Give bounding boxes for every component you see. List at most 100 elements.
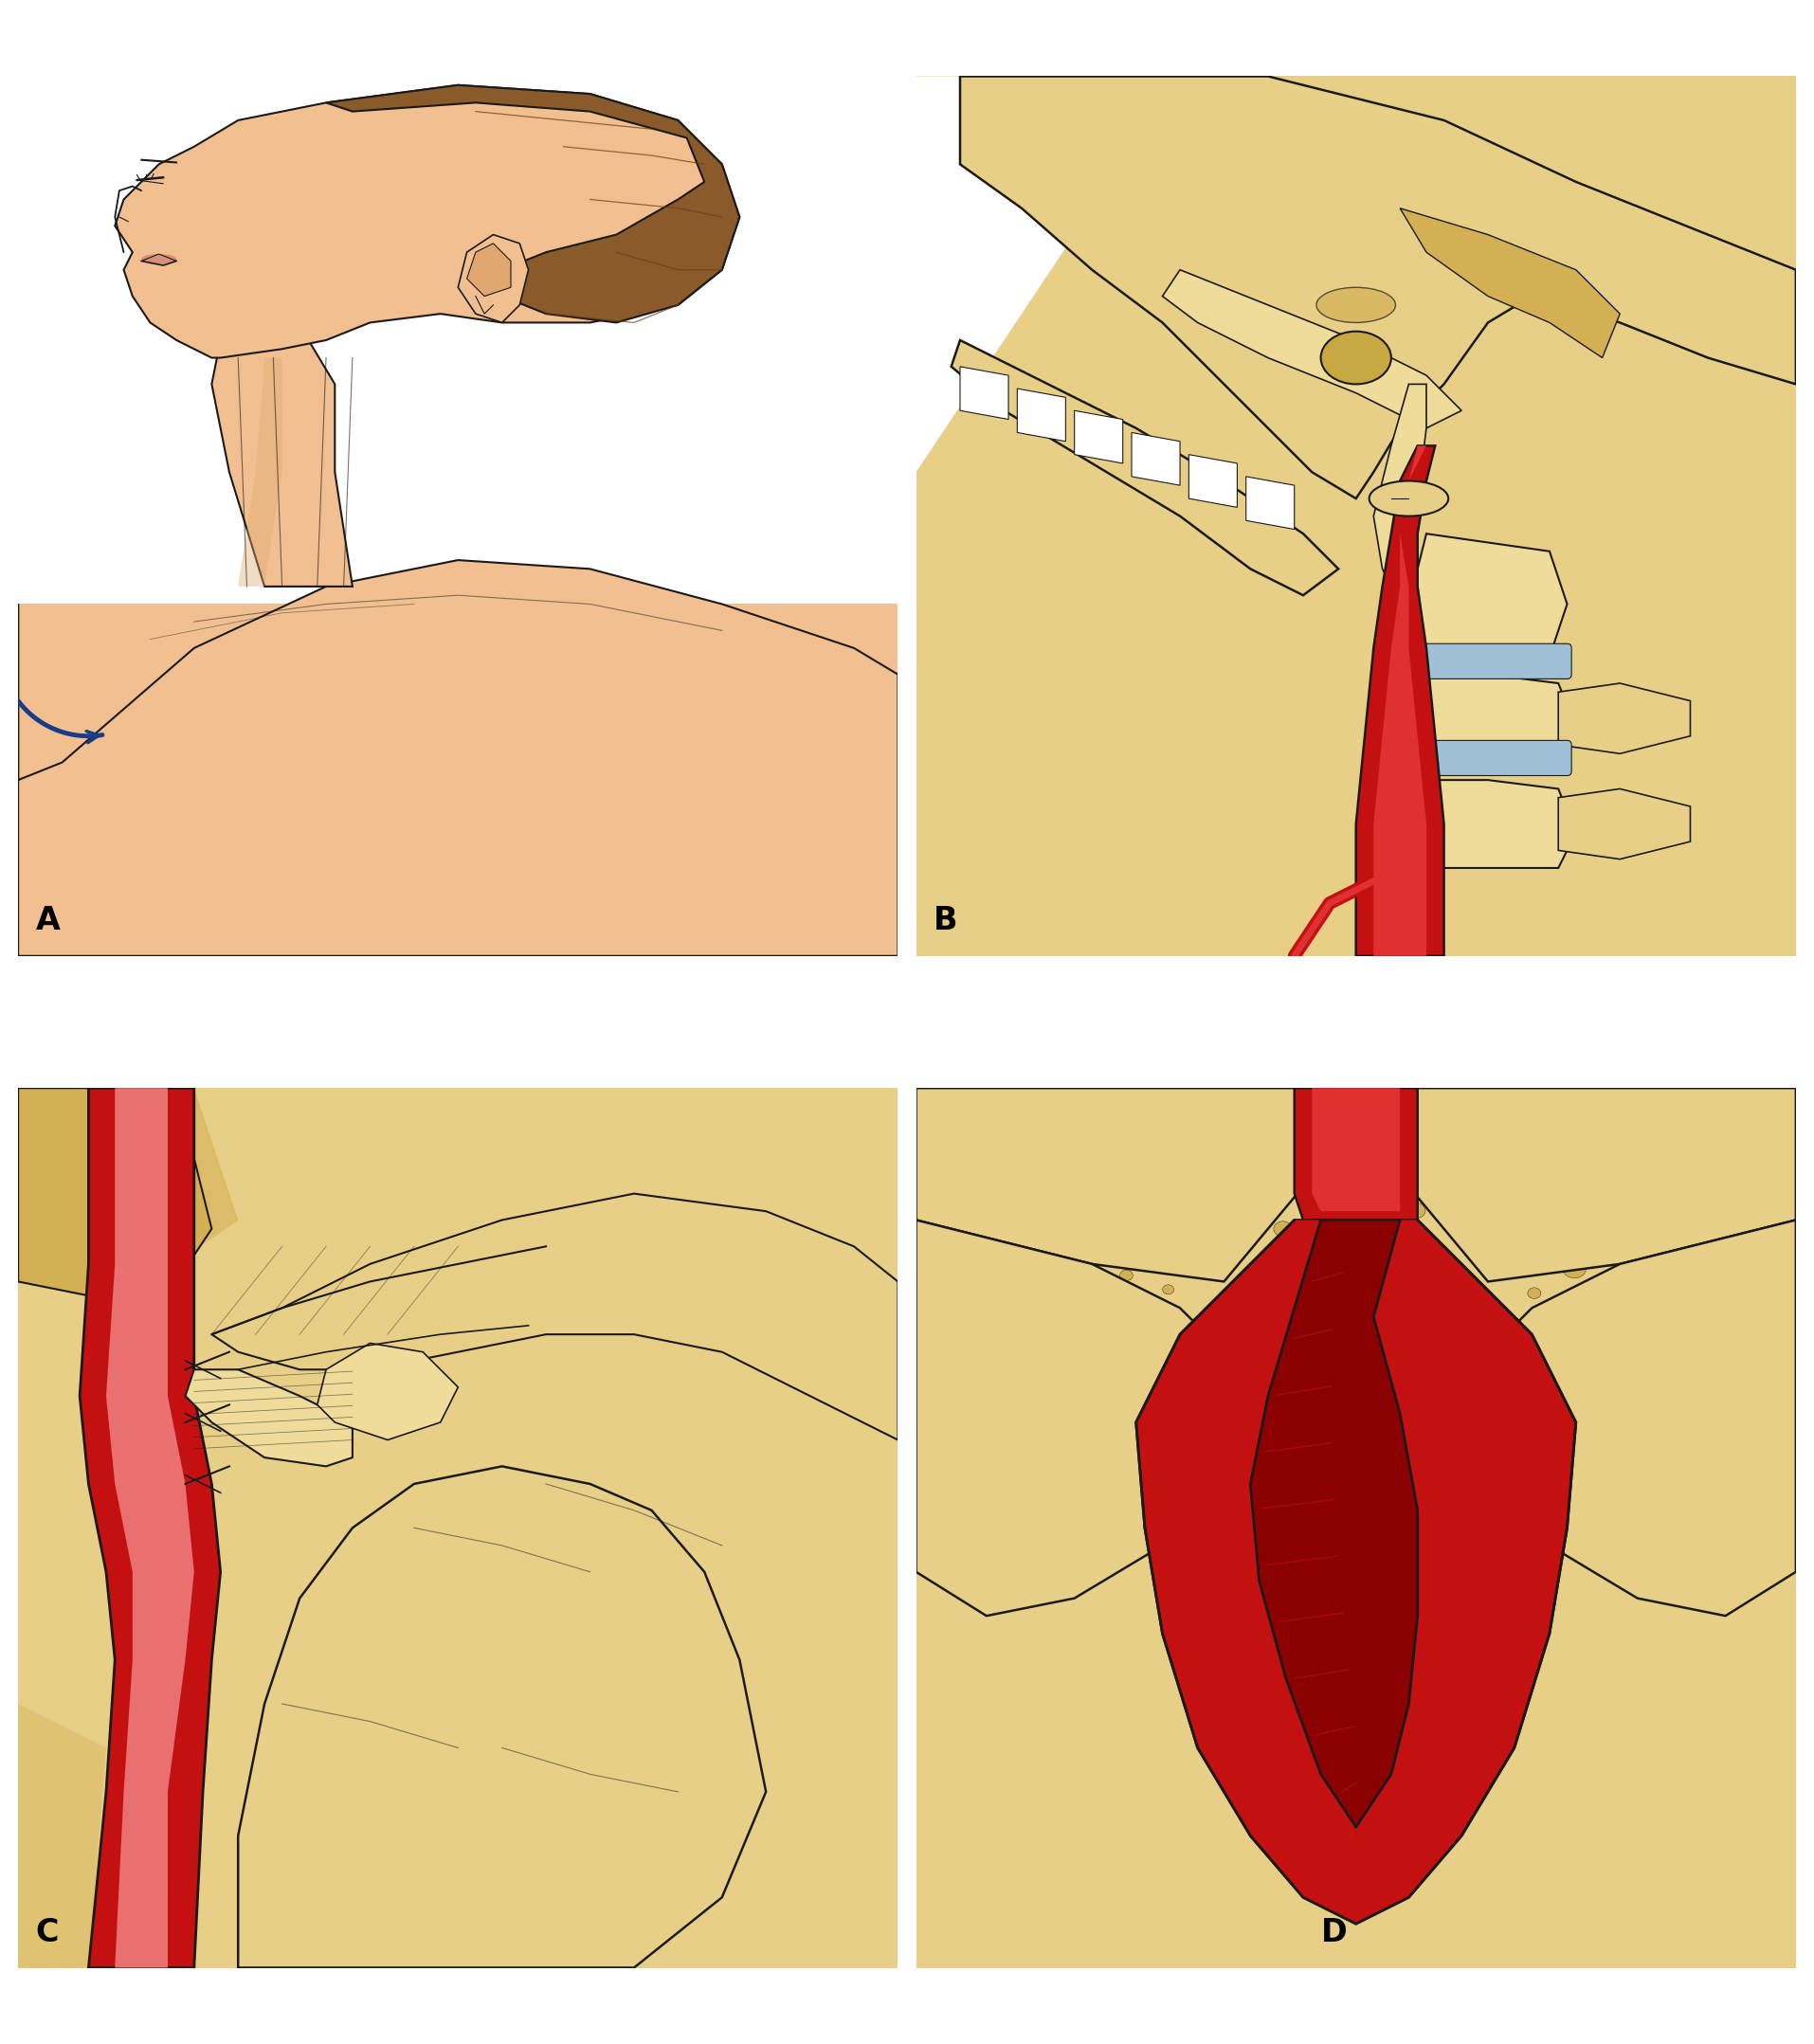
Polygon shape xyxy=(1400,675,1576,762)
Ellipse shape xyxy=(1718,1447,1741,1468)
Ellipse shape xyxy=(1009,1539,1025,1551)
Text: C: C xyxy=(36,1917,60,1948)
Ellipse shape xyxy=(969,1329,981,1339)
Ellipse shape xyxy=(989,1253,1007,1267)
Ellipse shape xyxy=(1585,1230,1604,1245)
Ellipse shape xyxy=(1232,1171,1243,1181)
Ellipse shape xyxy=(1121,1300,1143,1318)
Ellipse shape xyxy=(1778,1196,1792,1208)
Ellipse shape xyxy=(1021,1511,1036,1523)
Ellipse shape xyxy=(1357,1124,1366,1132)
Ellipse shape xyxy=(1058,1431,1068,1441)
Ellipse shape xyxy=(1097,1159,1117,1175)
Ellipse shape xyxy=(1611,1267,1634,1288)
Ellipse shape xyxy=(1662,1412,1680,1427)
Ellipse shape xyxy=(1578,1369,1589,1380)
Ellipse shape xyxy=(1700,1261,1712,1271)
Ellipse shape xyxy=(1034,1218,1047,1228)
Ellipse shape xyxy=(976,1492,1001,1513)
Ellipse shape xyxy=(1272,1106,1284,1118)
Ellipse shape xyxy=(1647,1363,1673,1384)
Polygon shape xyxy=(1400,781,1576,869)
Ellipse shape xyxy=(1772,1216,1785,1226)
Ellipse shape xyxy=(970,1294,983,1304)
Polygon shape xyxy=(1246,476,1295,529)
Ellipse shape xyxy=(1451,1208,1466,1220)
Polygon shape xyxy=(1409,533,1567,666)
Ellipse shape xyxy=(1765,1226,1778,1237)
Ellipse shape xyxy=(1475,1198,1489,1210)
Polygon shape xyxy=(1462,1220,1796,1617)
Polygon shape xyxy=(18,1087,212,1300)
Ellipse shape xyxy=(1683,1419,1700,1433)
Polygon shape xyxy=(916,1087,1796,1968)
Ellipse shape xyxy=(1181,1222,1190,1230)
Ellipse shape xyxy=(1589,1167,1609,1183)
Polygon shape xyxy=(18,76,898,605)
Ellipse shape xyxy=(1665,1445,1687,1464)
Ellipse shape xyxy=(1117,1349,1136,1363)
Ellipse shape xyxy=(970,1380,985,1392)
Ellipse shape xyxy=(1676,1265,1696,1280)
Ellipse shape xyxy=(1097,1296,1110,1306)
Ellipse shape xyxy=(1146,1508,1165,1525)
Ellipse shape xyxy=(1126,1325,1143,1339)
Ellipse shape xyxy=(1126,1521,1143,1535)
Ellipse shape xyxy=(914,1453,931,1466)
Polygon shape xyxy=(238,358,283,587)
Text: A: A xyxy=(36,905,60,936)
Ellipse shape xyxy=(1489,1228,1507,1243)
Ellipse shape xyxy=(1624,1363,1642,1378)
Ellipse shape xyxy=(1186,1145,1203,1157)
Polygon shape xyxy=(18,1087,238,1282)
Ellipse shape xyxy=(1152,1553,1172,1570)
Ellipse shape xyxy=(1081,1410,1099,1427)
Polygon shape xyxy=(80,1087,221,1968)
Polygon shape xyxy=(1558,789,1691,858)
Ellipse shape xyxy=(1593,1376,1618,1396)
Polygon shape xyxy=(18,605,898,957)
Polygon shape xyxy=(114,86,740,358)
Polygon shape xyxy=(1163,1220,1357,1923)
Polygon shape xyxy=(1018,388,1065,442)
Polygon shape xyxy=(1074,411,1123,464)
Ellipse shape xyxy=(1553,1474,1575,1492)
Ellipse shape xyxy=(1527,1288,1540,1298)
Polygon shape xyxy=(916,76,1181,472)
Ellipse shape xyxy=(1604,1372,1629,1392)
Ellipse shape xyxy=(1709,1167,1723,1179)
Polygon shape xyxy=(960,366,1009,419)
Ellipse shape xyxy=(1108,1435,1128,1451)
Ellipse shape xyxy=(1536,1188,1553,1200)
Ellipse shape xyxy=(1163,1286,1174,1294)
Polygon shape xyxy=(212,1194,898,1439)
Ellipse shape xyxy=(1126,1523,1146,1539)
Ellipse shape xyxy=(1019,1566,1032,1576)
Ellipse shape xyxy=(922,1339,941,1357)
Ellipse shape xyxy=(1175,1237,1190,1249)
Ellipse shape xyxy=(1729,1541,1752,1560)
Ellipse shape xyxy=(1725,1504,1751,1527)
Polygon shape xyxy=(457,235,528,323)
Polygon shape xyxy=(916,1087,1796,1282)
Ellipse shape xyxy=(1210,1149,1223,1159)
Ellipse shape xyxy=(1582,1419,1602,1435)
Ellipse shape xyxy=(1663,1308,1683,1325)
Ellipse shape xyxy=(1065,1445,1087,1461)
Ellipse shape xyxy=(1770,1208,1787,1222)
Ellipse shape xyxy=(1092,1347,1114,1363)
Polygon shape xyxy=(951,339,1339,595)
Ellipse shape xyxy=(1774,1186,1794,1202)
Ellipse shape xyxy=(1613,1171,1631,1186)
Ellipse shape xyxy=(1491,1239,1509,1255)
Ellipse shape xyxy=(1321,331,1391,384)
Ellipse shape xyxy=(1593,1365,1620,1388)
Ellipse shape xyxy=(1731,1167,1756,1190)
Ellipse shape xyxy=(1195,1212,1215,1230)
Ellipse shape xyxy=(1660,1543,1685,1564)
Ellipse shape xyxy=(1631,1275,1649,1290)
Ellipse shape xyxy=(1629,1416,1647,1433)
Ellipse shape xyxy=(141,253,176,264)
Ellipse shape xyxy=(1772,1527,1792,1541)
Ellipse shape xyxy=(1061,1523,1087,1543)
